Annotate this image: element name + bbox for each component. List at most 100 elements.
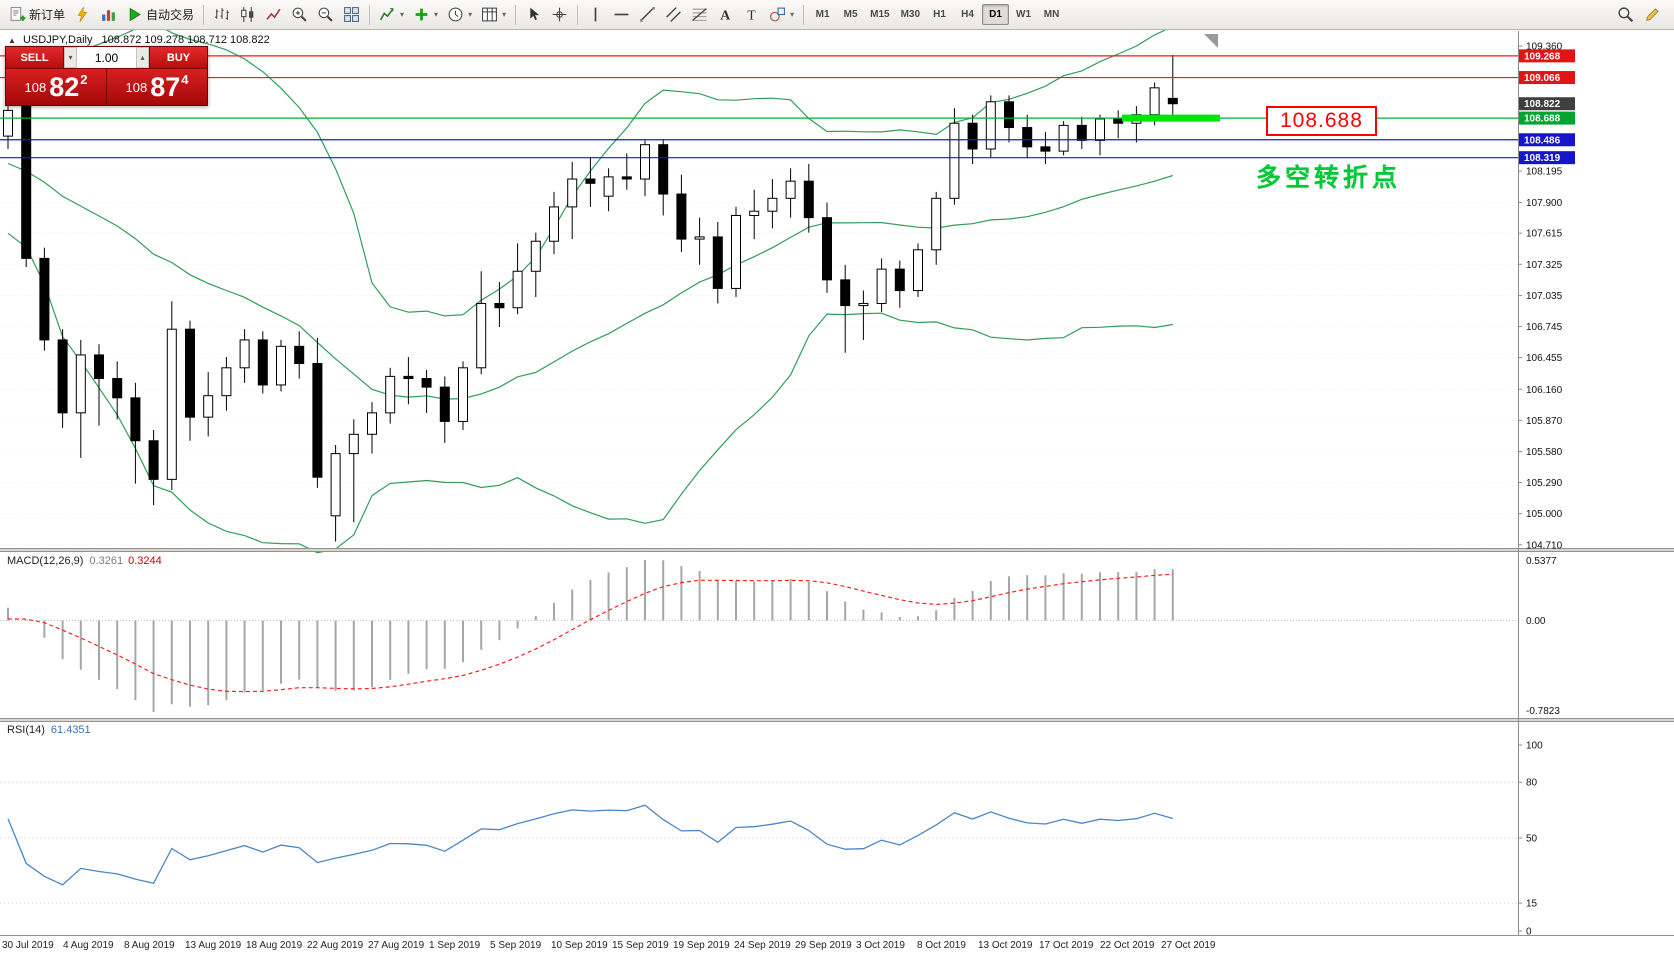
one-click-toggle-icon[interactable]: ▲ (8, 36, 16, 45)
toolbar-separator (203, 4, 205, 25)
vertical-line-tool-button[interactable] (583, 3, 608, 27)
line-chart-icon (265, 6, 282, 23)
svg-text:0.5377: 0.5377 (1526, 556, 1557, 567)
horizontal-line-icon (613, 6, 630, 23)
svg-text:5 Sep 2019: 5 Sep 2019 (490, 940, 542, 951)
macd-value-main: 0.3261 (89, 555, 124, 567)
timeframe-mn-button[interactable]: MN (1043, 9, 1060, 20)
horizontal-line-tool-button[interactable] (609, 3, 634, 27)
text-icon: A (717, 6, 734, 23)
timeframe-h1-button[interactable]: H1 (933, 9, 946, 20)
svg-text:17 Oct 2019: 17 Oct 2019 (1039, 940, 1094, 951)
one-click-trading-panel: SELL ▾ ▴ BUY 108 82 2 108 87 4 (5, 46, 208, 106)
buy-price-pip: 4 (181, 72, 189, 87)
cursor-tool-button[interactable] (521, 3, 546, 27)
svg-text:15 Sep 2019: 15 Sep 2019 (612, 940, 669, 951)
chevron-down-icon: ▾ (502, 10, 507, 19)
svg-text:108.195: 108.195 (1526, 166, 1563, 177)
rsi-layer (0, 781, 1518, 904)
new-order-label: 新订单 (29, 8, 66, 22)
buy-price[interactable]: 108 87 4 (107, 69, 207, 105)
svg-text:3 Oct 2019: 3 Oct 2019 (856, 940, 905, 951)
label-icon: T (743, 6, 760, 23)
chevron-down-icon: ▾ (400, 10, 405, 19)
svg-text:24 Sep 2019: 24 Sep 2019 (734, 940, 791, 951)
volume-input[interactable] (77, 47, 136, 68)
shapes-tool-button[interactable]: ▾ (765, 3, 798, 27)
add-indicator-button[interactable]: ▾ (409, 3, 442, 27)
svg-text:29 Sep 2019: 29 Sep 2019 (795, 940, 852, 951)
timeframe-h4-button[interactable]: H4 (961, 9, 974, 20)
chevron-down-icon: ▾ (468, 10, 473, 19)
macd-value-signal: 0.3244 (128, 555, 162, 567)
channel-tool-button[interactable] (661, 3, 686, 27)
toolbar: 新订单 自动交易 ▾ ▾ ▾ ▾ A T ▾ M1 M5 M15 M30 H1 H4 D1 W1 MN (0, 0, 1674, 30)
svg-text:30 Jul 2019: 30 Jul 2019 (2, 940, 54, 951)
edit-button[interactable] (1640, 3, 1665, 27)
sell-price-pip: 2 (80, 72, 88, 87)
indicators-icon (379, 6, 396, 23)
periods-button[interactable]: ▾ (443, 3, 476, 27)
svg-text:109.066: 109.066 (1524, 73, 1561, 84)
svg-text:19 Sep 2019: 19 Sep 2019 (673, 940, 730, 951)
timeframe-m1-button[interactable]: M1 (815, 9, 830, 20)
candlestick-mode-button[interactable] (235, 3, 260, 27)
market-watch-button[interactable] (96, 3, 121, 27)
svg-text:106.745: 106.745 (1526, 322, 1563, 333)
chevron-down-icon: ▾ (434, 10, 439, 19)
svg-text:27 Aug 2019: 27 Aug 2019 (368, 940, 425, 951)
svg-text:T: T (747, 7, 756, 22)
timeframe-m15-button[interactable]: M15 (870, 9, 890, 20)
chart-annotation[interactable]: 多空转折点 (1256, 164, 1402, 192)
tile-windows-button[interactable] (339, 3, 364, 27)
svg-text:108.822: 108.822 (1524, 99, 1561, 110)
hlines-layer (0, 34, 1518, 159)
toolbar-separator (515, 4, 517, 25)
label-tool-button[interactable]: T (739, 3, 764, 27)
text-tool-button[interactable]: A (713, 3, 738, 27)
volume-decrease-button[interactable]: ▾ (64, 47, 77, 68)
indicators-button[interactable]: ▾ (375, 3, 408, 27)
buy-price-prefix: 108 (125, 79, 148, 95)
timeframe-w1-button[interactable]: W1 (1016, 9, 1032, 20)
time-axis: 30 Jul 2019 4 Aug 2019 8 Aug 2019 13 Aug 20… (2, 940, 1216, 951)
svg-text:50: 50 (1526, 834, 1538, 845)
crosshair-tool-button[interactable] (547, 3, 572, 27)
templates-icon (481, 6, 498, 23)
trendline-tool-button[interactable] (635, 3, 660, 27)
timeframe-m30-button[interactable]: M30 (900, 9, 921, 20)
svg-text:8 Oct 2019: 8 Oct 2019 (917, 940, 966, 951)
price-axis: 109.360 108.195 107.900 107.615 107.325 107.0… (1518, 42, 1575, 938)
svg-text:107.325: 107.325 (1526, 260, 1563, 271)
chart-wizard-button[interactable] (70, 3, 95, 27)
add-indicator-icon (413, 6, 430, 23)
search-button[interactable] (1613, 3, 1638, 27)
crosshair-icon (551, 6, 568, 23)
cursor-icon (525, 6, 542, 23)
svg-text:27 Oct 2019: 27 Oct 2019 (1161, 940, 1216, 951)
bar-chart-mode-button[interactable] (209, 3, 234, 27)
volume-increase-button[interactable]: ▴ (136, 47, 149, 68)
templates-button[interactable]: ▾ (477, 3, 510, 27)
new-order-button[interactable]: 新订单 (5, 3, 69, 27)
symbol-period: USDJPY,Daily (22, 34, 93, 46)
trade-controls-row: SELL ▾ ▴ BUY (6, 47, 207, 68)
sell-price[interactable]: 108 82 2 (6, 69, 106, 105)
line-chart-mode-button[interactable] (261, 3, 286, 27)
autotrade-button[interactable]: 自动交易 (122, 3, 198, 27)
fibonacci-tool-button[interactable] (687, 3, 712, 27)
zoom-in-button[interactable] (287, 3, 312, 27)
price-level-label[interactable]: 108.688 (1266, 106, 1377, 136)
svg-text:107.900: 107.900 (1526, 198, 1563, 209)
timeframe-d1-button[interactable]: D1 (982, 4, 1010, 25)
svg-text:109.268: 109.268 (1524, 51, 1561, 62)
timeframe-m5-button[interactable]: M5 (843, 9, 858, 20)
zoom-out-icon (317, 6, 334, 23)
buy-button[interactable]: BUY (150, 47, 207, 68)
zoom-out-button[interactable] (313, 3, 338, 27)
tile-windows-icon (343, 6, 360, 23)
svg-text:106.455: 106.455 (1526, 353, 1563, 364)
sell-button[interactable]: SELL (6, 47, 63, 68)
svg-text:18 Aug 2019: 18 Aug 2019 (246, 940, 303, 951)
